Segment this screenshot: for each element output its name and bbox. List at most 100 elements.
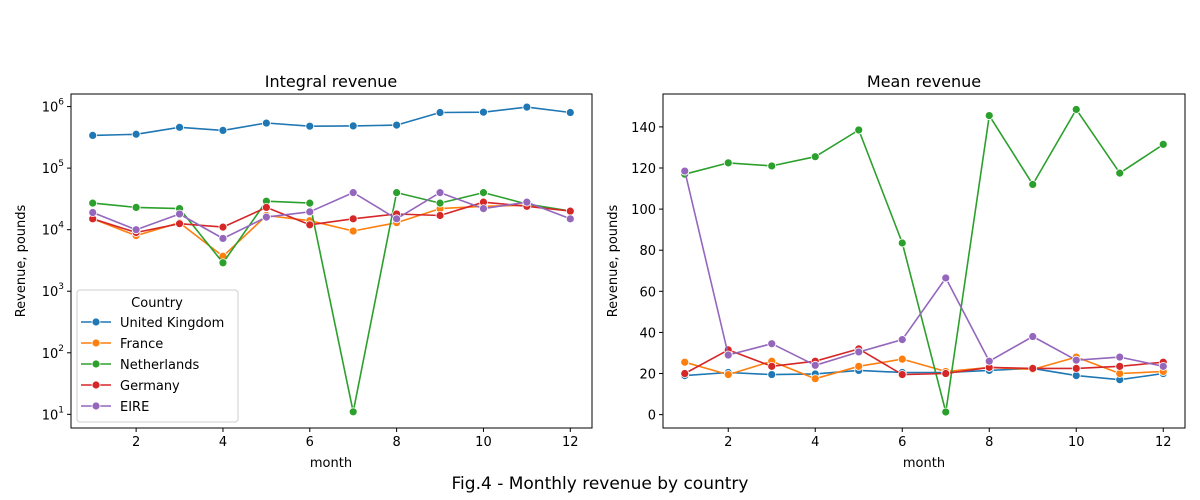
data-point (522, 197, 532, 207)
legend-label: France (120, 337, 163, 352)
data-point (175, 209, 184, 219)
y-tick-label: 80 (639, 244, 656, 259)
x-tick-label: 10 (475, 435, 492, 450)
legend-label: EIRE (120, 400, 149, 415)
series-line (92, 106, 571, 137)
data-point (88, 208, 98, 217)
legend-marker (91, 401, 101, 411)
plot-frame (662, 93, 1186, 429)
series-line (92, 191, 571, 413)
data-point (522, 102, 532, 112)
data-point (941, 369, 951, 378)
chart-title: Mean revenue (867, 72, 981, 91)
y-tick-label: 0 (648, 409, 656, 424)
data-point (565, 214, 575, 224)
legend-item-united-kingdom: United Kingdom (81, 316, 224, 331)
x-axis-ticks: 2 4 6 8 10 12 (724, 428, 1172, 450)
series-eire (88, 188, 575, 243)
legend-label: Netherlands (120, 358, 199, 373)
data-point (479, 107, 488, 117)
data-point (897, 335, 907, 345)
chart-marks (88, 102, 575, 417)
data-point (1158, 139, 1168, 149)
x-axis-label: month (310, 456, 352, 471)
series-germany (680, 344, 1168, 379)
data-point (261, 118, 271, 128)
series-line (92, 201, 571, 234)
data-point (1071, 363, 1081, 373)
x-tick-label: 12 (1155, 435, 1172, 450)
legend-marker (91, 338, 101, 348)
data-point (680, 369, 690, 378)
data-point (723, 370, 733, 379)
data-point (897, 354, 907, 364)
data-point (305, 121, 315, 131)
data-point (131, 203, 141, 212)
data-point (305, 207, 315, 217)
chart-marks (680, 105, 1168, 417)
legend-label: Germany (120, 379, 180, 394)
data-point (810, 360, 820, 370)
y-tick-label: 40 (639, 326, 656, 341)
data-point (218, 126, 228, 135)
x-axis-label: month (903, 456, 945, 471)
x-tick-label: 10 (1068, 435, 1085, 450)
integral-revenue-chart: Integral revenue 2 4 6 8 10 12 10110210310410… (14, 72, 593, 471)
legend-items: United Kingdom France Netherlands Germany EI… (81, 316, 224, 415)
y-axis-ticks: 101 102 103 104 105 106 (42, 98, 71, 423)
legend-marker (91, 359, 101, 369)
data-point (810, 374, 820, 384)
x-tick-label: 8 (985, 435, 993, 450)
plot-frame (70, 93, 593, 429)
x-axis-ticks: 2 4 6 8 10 12 (132, 428, 579, 450)
x-tick-label: 4 (219, 435, 227, 450)
legend-item-netherlands: Netherlands (81, 358, 199, 373)
legend-item-germany: Germany (81, 379, 180, 394)
data-point (261, 203, 271, 212)
series-line (684, 170, 1164, 368)
series-united-kingdom (88, 102, 575, 140)
data-point (479, 188, 488, 198)
data-point (897, 370, 907, 379)
data-point (767, 370, 777, 379)
y-tick-label: 140 (631, 121, 656, 136)
data-point (131, 225, 141, 235)
data-point (435, 188, 445, 198)
y-tick-label: 20 (639, 368, 656, 383)
data-point (854, 361, 864, 371)
data-point (348, 407, 358, 417)
series-line (684, 108, 1164, 413)
legend-item-eire: EIRE (81, 400, 149, 415)
data-point (897, 238, 907, 248)
y-axis-label: Revenue, pounds (14, 204, 29, 317)
y-tick-label: 101 (42, 405, 64, 423)
series-line (684, 348, 1164, 376)
data-point (767, 361, 777, 371)
data-point (1028, 180, 1038, 189)
y-axis-label: Revenue, pounds (606, 204, 621, 317)
x-tick-label: 6 (306, 435, 314, 450)
figure-caption: Fig.4 - Monthly revenue by country (452, 474, 749, 494)
y-tick-label: 100 (631, 203, 656, 218)
x-tick-label: 4 (811, 435, 819, 450)
legend-item-france: France (81, 337, 163, 352)
data-point (175, 219, 184, 229)
y-tick-label: 105 (42, 159, 64, 177)
data-point (723, 158, 733, 168)
data-point (261, 212, 271, 222)
data-point (723, 350, 733, 360)
data-point (1115, 352, 1125, 362)
data-point (565, 206, 575, 216)
data-point (435, 211, 445, 220)
mean-revenue-chart: Mean revenue 2 4 6 8 10 12 0 20 40 60 80 100 120 140… (606, 72, 1186, 471)
y-tick-label: 103 (42, 282, 64, 300)
data-point (392, 214, 402, 224)
data-point (984, 111, 994, 120)
data-point (218, 258, 228, 268)
x-tick-label: 8 (392, 435, 400, 450)
y-tick-label: 102 (42, 344, 64, 362)
data-point (767, 339, 777, 349)
legend: Country United Kingdom France Netherlands G… (76, 289, 239, 423)
legend-box (76, 289, 239, 423)
data-point (1115, 361, 1125, 371)
